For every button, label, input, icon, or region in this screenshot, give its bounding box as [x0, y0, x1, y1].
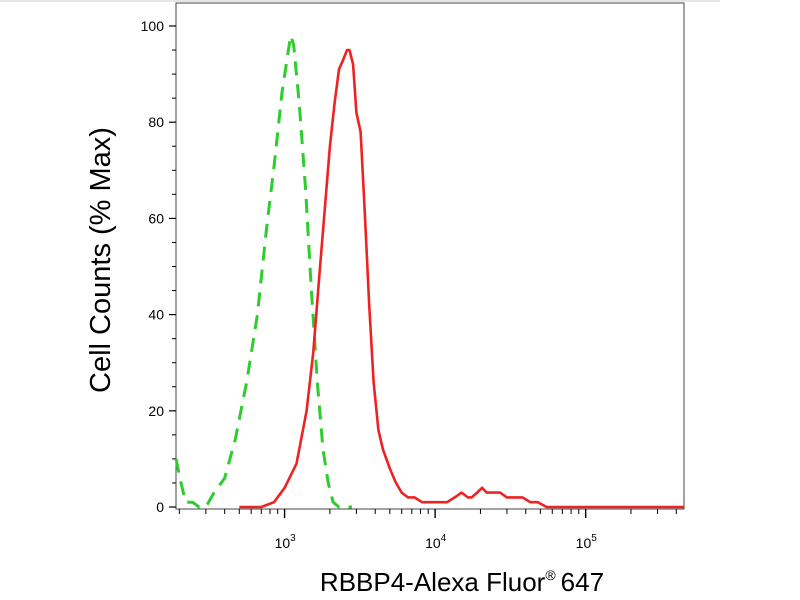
isotype-control-series-line: [174, 34, 352, 509]
y-axis-label: Cell Counts (% Max): [85, 127, 117, 393]
plot-frame: [175, 2, 685, 510]
y-tick-label: 100: [141, 18, 165, 34]
series-group: [174, 34, 684, 509]
y-tick-label: 40: [148, 307, 164, 323]
registered-mark: ®: [545, 567, 556, 583]
x-axis-label: RBBP4-Alexa Fluor® 647: [320, 567, 604, 597]
x-tick-base: 10: [425, 535, 441, 551]
y-tick-label: 0: [156, 499, 164, 515]
y-tick-label: 20: [148, 403, 164, 419]
x-tick-base: 10: [275, 535, 291, 551]
x-axis-label-main: RBBP4-Alexa Fluor: [320, 567, 546, 597]
x-tick-label: 104: [425, 533, 447, 551]
x-tick-base: 10: [576, 535, 592, 551]
x-axis-label-suffix: 647: [561, 567, 604, 597]
x-tick-exponent: 5: [591, 533, 597, 544]
x-axis-ticks: 103 104 105: [178, 509, 677, 551]
x-tick-label: 103: [275, 533, 297, 551]
rbbp4-series-line: [239, 48, 684, 509]
x-tick-exponent: 3: [290, 533, 296, 544]
y-tick-label: 60: [148, 210, 164, 226]
y-axis-ticks: 0 20 40 60 80 100: [141, 18, 176, 515]
y-tick-label: 80: [148, 114, 164, 130]
x-tick-exponent: 4: [441, 533, 447, 544]
x-tick-label: 105: [576, 533, 598, 551]
